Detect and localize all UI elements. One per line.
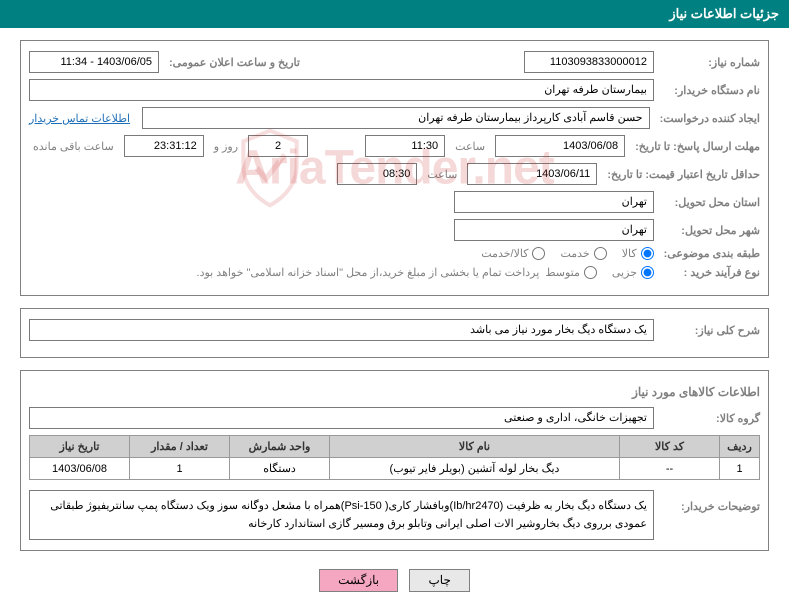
proc-radio-minor-input[interactable] — [641, 266, 654, 279]
page-title: جزئیات اطلاعات نیاز — [669, 6, 779, 21]
contact-buyer-link[interactable]: اطلاعات تماس خریدار — [29, 112, 130, 125]
th-row: ردیف — [720, 436, 760, 458]
validity-label: حداقل تاریخ اعتبار قیمت: تا تاریخ: — [603, 168, 760, 181]
summary-panel: شرح کلی نیاز: یک دستگاه دیگ بخار مورد نی… — [20, 308, 769, 358]
td-unit: دستگاه — [230, 458, 330, 480]
print-button[interactable]: چاپ — [409, 569, 469, 592]
row-process: نوع فرآیند خرید : جزیی متوسط پرداخت تمام… — [29, 266, 760, 279]
city-field: تهران — [454, 219, 654, 241]
cat-radio-goods[interactable]: کالا — [622, 247, 654, 260]
countdown-field: 23:31:12 — [124, 135, 204, 157]
process-label: نوع فرآیند خرید : — [660, 266, 760, 279]
goods-section-title: اطلاعات کالاهای مورد نیاز — [29, 381, 760, 407]
remain-text: ساعت باقی مانده — [29, 140, 118, 153]
summary-label: شرح کلی نیاز: — [660, 324, 760, 337]
description-label: توضیحات خریدار: — [660, 490, 760, 513]
deadline-label: مهلت ارسال پاسخ: تا تاریخ: — [631, 140, 760, 153]
row-city: شهر محل تحویل: تهران — [29, 219, 760, 241]
validity-time-field: 08:30 — [337, 163, 417, 185]
summary-field: یک دستگاه دیگ بخار مورد نیاز می باشد — [29, 319, 654, 341]
table-row: 1 -- دیگ بخار لوله آتشین (بویلر فایر تیو… — [30, 458, 760, 480]
announce-field: 1403/06/05 - 11:34 — [29, 51, 159, 73]
proc-radio-minor[interactable]: جزیی — [612, 266, 654, 279]
process-note: پرداخت تمام یا بخشی از مبلغ خرید،از محل … — [29, 266, 539, 279]
row-buyer-org: نام دستگاه خریدار: بیمارستان طرفه تهران — [29, 79, 760, 101]
td-idx: 1 — [720, 458, 760, 480]
goods-table: ردیف کد کالا نام کالا واحد شمارش تعداد /… — [29, 435, 760, 480]
goods-group-field: تجهیزات خانگی، اداری و صنعتی — [29, 407, 654, 429]
cat-opt3-label: کالا/خدمت — [481, 247, 528, 260]
deadline-date-field: 1403/06/08 — [495, 135, 625, 157]
page-header: جزئیات اطلاعات نیاز — [0, 0, 789, 28]
proc-opt2-label: متوسط — [545, 266, 580, 279]
td-code: -- — [620, 458, 720, 480]
cat-opt1-label: کالا — [622, 247, 637, 260]
proc-radio-medium[interactable]: متوسط — [545, 266, 597, 279]
requester-field: حسن قاسم آبادی کارپرداز بیمارستان طرفه ت… — [142, 107, 650, 129]
category-radio-group: کالا خدمت کالا/خدمت — [481, 247, 653, 260]
row-need-number: شماره نیاز: 1103093833000012 تاریخ و ساع… — [29, 51, 760, 73]
td-name: دیگ بخار لوله آتشین (بویلر فایر تیوب) — [330, 458, 620, 480]
row-category: طبقه بندی موضوعی: کالا خدمت کالا/خدمت — [29, 247, 760, 260]
row-validity: حداقل تاریخ اعتبار قیمت: تا تاریخ: 1403/… — [29, 163, 760, 185]
th-unit: واحد شمارش — [230, 436, 330, 458]
watermark-logo-icon — [235, 128, 305, 208]
announce-label: تاریخ و ساعت اعلان عمومی: — [165, 56, 300, 69]
cat-radio-both-input[interactable] — [532, 247, 545, 260]
row-province: استان محل تحویل: تهران — [29, 191, 760, 213]
process-radio-group: جزیی متوسط — [545, 266, 654, 279]
need-number-field: 1103093833000012 — [524, 51, 654, 73]
category-label: طبقه بندی موضوعی: — [660, 247, 760, 260]
row-goods-group: گروه کالا: تجهیزات خانگی، اداری و صنعتی — [29, 407, 760, 429]
table-header-row: ردیف کد کالا نام کالا واحد شمارش تعداد /… — [30, 436, 760, 458]
description-box: یک دستگاه دیگ بخار به ظرفیت (Ib/hr2470)و… — [29, 490, 654, 540]
back-button[interactable]: بازگشت — [319, 569, 398, 592]
row-requester: ایجاد کننده درخواست: حسن قاسم آبادی کارپ… — [29, 107, 760, 129]
goods-group-label: گروه کالا: — [660, 412, 760, 425]
details-panel: AriaTender.net شماره نیاز: 1103093833000… — [20, 40, 769, 296]
goods-panel: اطلاعات کالاهای مورد نیاز گروه کالا: تجه… — [20, 370, 769, 551]
td-qty: 1 — [130, 458, 230, 480]
th-date: تاریخ نیاز — [30, 436, 130, 458]
proc-opt1-label: جزیی — [612, 266, 637, 279]
cat-radio-both[interactable]: کالا/خدمت — [481, 247, 545, 260]
cat-radio-service[interactable]: خدمت — [560, 247, 606, 260]
city-label: شهر محل تحویل: — [660, 224, 760, 237]
need-number-label: شماره نیاز: — [660, 56, 760, 69]
hour-word-2: ساعت — [423, 168, 461, 181]
row-description: توضیحات خریدار: یک دستگاه دیگ بخار به ظر… — [29, 490, 760, 540]
main-container: جزئیات اطلاعات نیاز AriaTender.net شماره… — [0, 0, 789, 610]
th-qty: تعداد / مقدار — [130, 436, 230, 458]
cat-radio-service-input[interactable] — [594, 247, 607, 260]
td-date: 1403/06/08 — [30, 458, 130, 480]
buyer-org-field: بیمارستان طرفه تهران — [29, 79, 654, 101]
cat-opt2-label: خدمت — [560, 247, 589, 260]
province-label: استان محل تحویل: — [660, 196, 760, 209]
button-bar: چاپ بازگشت — [0, 557, 789, 610]
deadline-time-field: 11:30 — [365, 135, 445, 157]
cat-radio-goods-input[interactable] — [641, 247, 654, 260]
th-code: کد کالا — [620, 436, 720, 458]
hour-word-1: ساعت — [451, 140, 489, 153]
validity-date-field: 1403/06/11 — [467, 163, 597, 185]
row-deadline: مهلت ارسال پاسخ: تا تاریخ: 1403/06/08 سا… — [29, 135, 760, 157]
proc-radio-medium-input[interactable] — [584, 266, 597, 279]
buyer-org-label: نام دستگاه خریدار: — [660, 84, 760, 97]
th-name: نام کالا — [330, 436, 620, 458]
row-summary: شرح کلی نیاز: یک دستگاه دیگ بخار مورد نی… — [29, 319, 760, 341]
province-field: تهران — [454, 191, 654, 213]
requester-label: ایجاد کننده درخواست: — [656, 112, 760, 125]
